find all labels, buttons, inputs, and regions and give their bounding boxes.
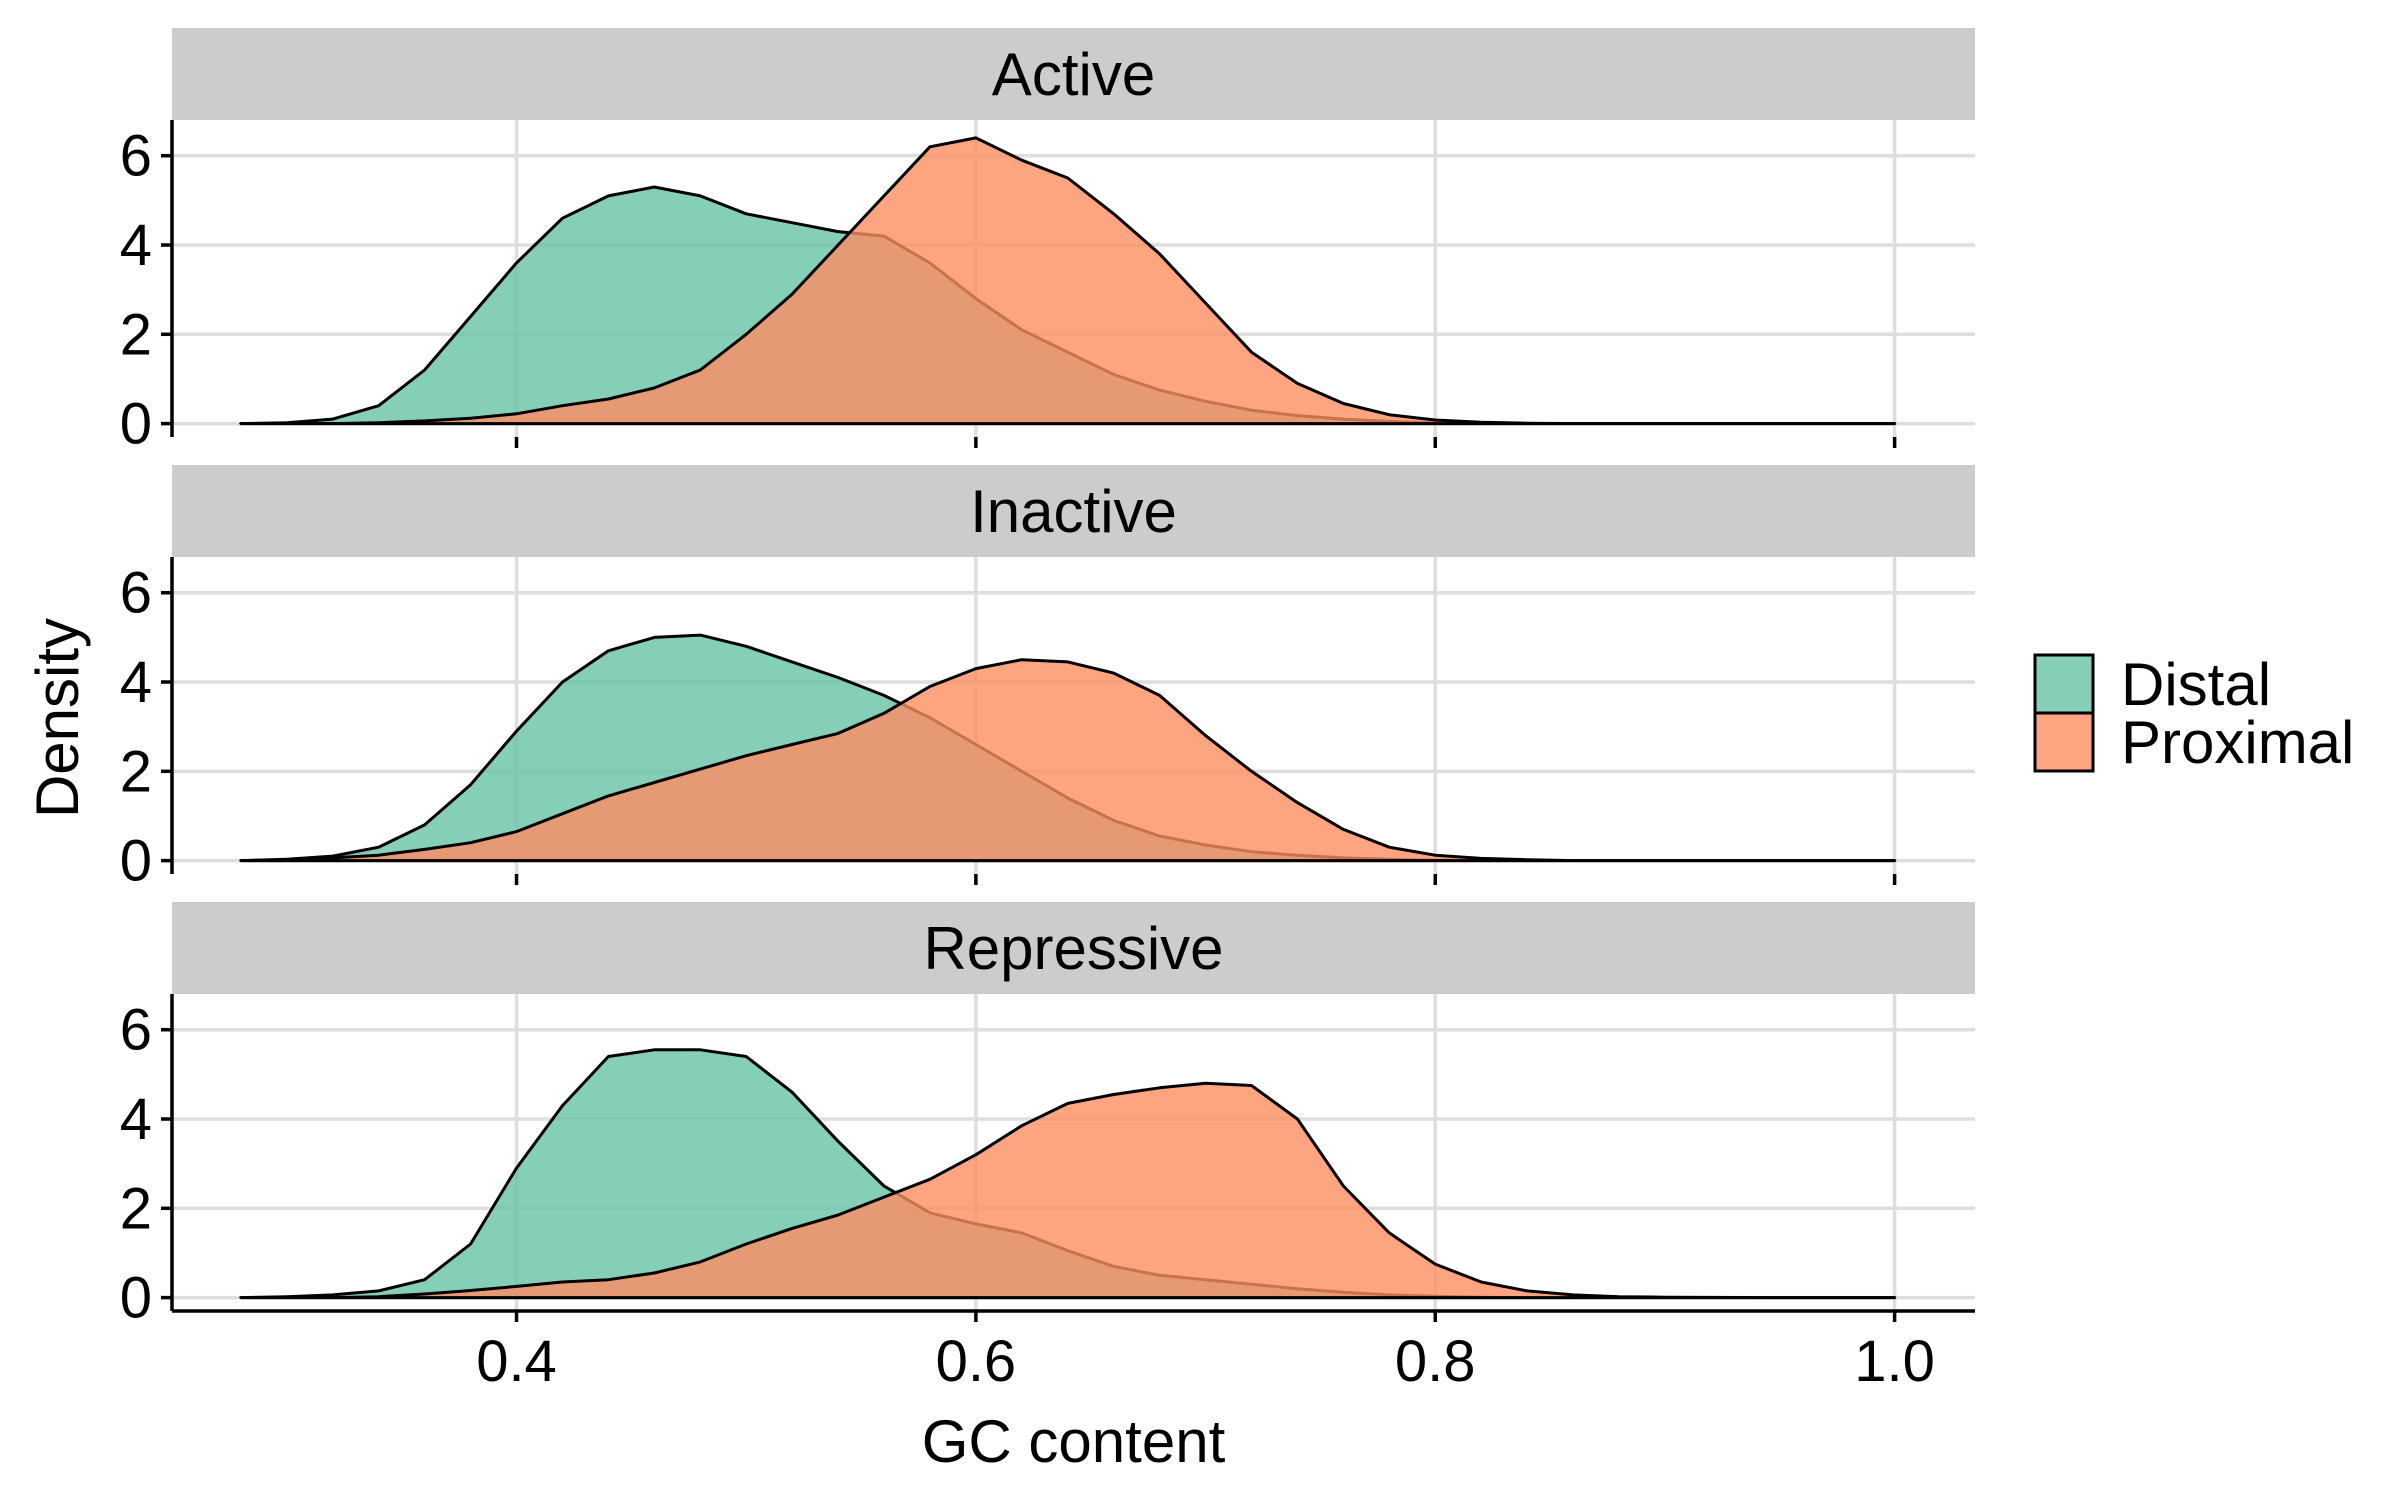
y-axis-title: Density (24, 618, 91, 818)
y-tick-label: 2 (120, 739, 152, 804)
facet-strip (172, 902, 1975, 994)
y-tick-label: 6 (120, 124, 152, 189)
legend-label-proximal: Proximal (2121, 709, 2354, 776)
facet-panel-inactive: Inactive 0 2 4 6 (120, 465, 1975, 894)
x-tick-label: 1.0 (1854, 1329, 1935, 1394)
facet-strip-label: Repressive (923, 915, 1223, 982)
y-tick-label: 2 (120, 302, 152, 367)
y-tick-label: 4 (120, 650, 152, 715)
y-tick-label: 0 (120, 829, 152, 894)
y-tick-label: 0 (120, 1266, 152, 1331)
density-area-proximal (239, 1081, 1897, 1300)
facet-panels: Active 0 2 4 6 Inactive 0 2 4 6 Repressive 0 2 4 6 (120, 28, 1975, 1331)
facet-strip-label: Active (992, 41, 1155, 108)
x-tick-label: 0.6 (936, 1329, 1017, 1394)
facet-strip-label: Inactive (970, 478, 1177, 545)
x-axis-title: GC content (922, 1408, 1226, 1475)
facet-strip (172, 465, 1975, 557)
density-area-proximal (239, 658, 1897, 863)
legend-key-distal (2033, 653, 2095, 715)
x-tick-label: 0.4 (476, 1329, 557, 1394)
y-tick-label: 2 (120, 1176, 152, 1241)
facet-panel-repressive: Repressive 0 2 4 6 (120, 902, 1975, 1331)
facet-panel-active: Active 0 2 4 6 (120, 28, 1975, 457)
x-tick-label: 0.8 (1395, 1329, 1476, 1394)
y-tick-label: 0 (120, 392, 152, 457)
x-axis: 0.4 0.6 0.8 1.0 (172, 1309, 1975, 1394)
y-tick-label: 4 (120, 213, 152, 278)
facet-strip (172, 28, 1975, 120)
legend-label-distal: Distal (2121, 651, 2271, 718)
density-area-proximal (239, 136, 1897, 426)
y-tick-label: 4 (120, 1087, 152, 1152)
legend-key-proximal (2033, 711, 2095, 773)
y-tick-label: 6 (120, 998, 152, 1063)
y-tick-label: 6 (120, 561, 152, 626)
